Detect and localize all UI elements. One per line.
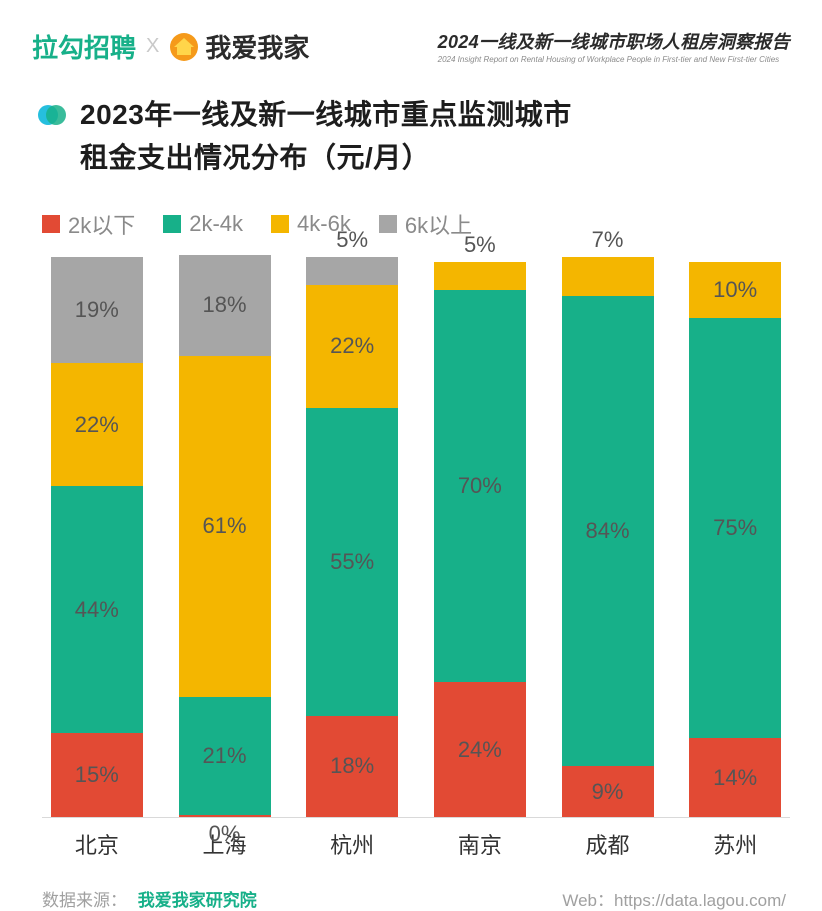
- bar-segment-tk4_6k: 5%: [434, 262, 526, 290]
- bar-segment-below2k: 15%: [51, 733, 143, 817]
- bar-segment-tk2_4k: 75%: [689, 318, 781, 738]
- bar-column: 9% 84% 7%: [559, 257, 657, 817]
- bar-value-label: 9%: [592, 779, 624, 805]
- legend-label: 2k以下: [68, 208, 135, 240]
- x-axis-label: 苏州: [686, 828, 784, 860]
- bar-value-label: 70%: [458, 473, 502, 499]
- bar-column: 24% 70% 5%: [431, 262, 529, 816]
- legend-swatch: [42, 215, 60, 233]
- x-axis-label: 成都: [559, 828, 657, 860]
- data-source-label: 数据来源：: [42, 891, 127, 910]
- header: 拉勾招聘 X 我爱我家 2024一线及新一线城市职场人租房洞察报告 2024 I…: [32, 28, 790, 65]
- bar-segment-tk2_4k: 70%: [434, 290, 526, 682]
- bar-segment-tk4_6k: 10%: [689, 262, 781, 318]
- x-axis-label: 南京: [431, 828, 529, 860]
- brand-separator: X: [146, 35, 159, 58]
- legend-item: 2k以下: [42, 208, 135, 240]
- legend-label: 2k-4k: [189, 211, 243, 237]
- wawj-logo: 我爱我家: [169, 28, 309, 65]
- legend-item: 2k-4k: [163, 211, 243, 237]
- stacked-bar: 9% 84% 7%: [562, 257, 654, 817]
- bar-value-label: 55%: [330, 549, 374, 575]
- bar-segment-tk2_4k: 55%: [306, 408, 398, 716]
- bar-segment-tk4_6k: 61%: [179, 356, 271, 698]
- legend-swatch: [271, 215, 289, 233]
- house-icon: [169, 32, 199, 62]
- lagou-logo-text: 拉勾招聘: [32, 28, 136, 65]
- x-axis-labels: 北京上海杭州南京成都苏州: [42, 818, 790, 860]
- bar-value-label: 0%: [209, 821, 241, 847]
- bar-segment-below2k: 24%: [434, 682, 526, 816]
- wawj-logo-text: 我爱我家: [205, 28, 309, 65]
- stacked-bar: 0% 21% 61% 18%: [179, 255, 271, 817]
- chart: 15% 44% 22% 19% 0% 21% 61% 18% 18% 55% 22% 5% 24% 70%…: [42, 258, 790, 860]
- web-url: https://data.lagou.com/: [614, 891, 786, 910]
- brand-left: 拉勾招聘 X 我爱我家: [32, 28, 309, 65]
- bar-value-label: 24%: [458, 737, 502, 763]
- bar-segment-below2k: 14%: [689, 738, 781, 816]
- bar-segment-above6k: 18%: [179, 255, 271, 356]
- bar-value-label: 84%: [585, 518, 629, 544]
- x-axis-label: 北京: [48, 828, 146, 860]
- legend-swatch: [163, 215, 181, 233]
- bar-segment-tk4_6k: 22%: [306, 285, 398, 408]
- bar-column: 0% 21% 61% 18%: [176, 255, 274, 817]
- bar-value-label: 61%: [202, 513, 246, 539]
- bar-value-label: 10%: [713, 277, 757, 303]
- bar-segment-below2k: 18%: [306, 716, 398, 817]
- data-source-name: 我爱我家研究院: [138, 891, 257, 910]
- bar-column: 14% 75% 10%: [686, 262, 784, 816]
- bar-column: 15% 44% 22% 19%: [48, 257, 146, 817]
- chart-title-line2: 租金支出情况分布（元/月）: [80, 142, 430, 173]
- legend: 2k以下2k-4k4k-6k6k以上: [42, 208, 790, 240]
- data-web: Web：https://data.lagou.com/: [562, 886, 786, 911]
- legend-swatch: [379, 215, 397, 233]
- bar-segment-below2k: 0%: [179, 815, 271, 817]
- x-axis-label: 杭州: [303, 828, 401, 860]
- bar-segment-tk2_4k: 84%: [562, 296, 654, 766]
- bar-value-label: 14%: [713, 765, 757, 791]
- report-title-cn: 2024一线及新一线城市职场人租房洞察报告: [438, 28, 790, 54]
- chart-title-line1: 2023年一线及新一线城市重点监测城市: [80, 99, 572, 130]
- chart-title: 2023年一线及新一线城市重点监测城市 租金支出情况分布（元/月）: [80, 93, 572, 180]
- chart-bars: 15% 44% 22% 19% 0% 21% 61% 18% 18% 55% 22% 5% 24% 70%…: [42, 258, 790, 818]
- bar-value-label: 5%: [336, 227, 368, 253]
- bar-value-label: 22%: [330, 333, 374, 359]
- stacked-bar: 24% 70% 5%: [434, 262, 526, 816]
- footer: 数据来源： 我爱我家研究院 Web：https://data.lagou.com…: [32, 886, 790, 911]
- bar-value-label: 19%: [75, 297, 119, 323]
- web-label: Web：: [562, 891, 614, 910]
- legend-label: 6k以上: [405, 208, 472, 240]
- title-dot-icon: [38, 101, 66, 129]
- report-title-block: 2024一线及新一线城市职场人租房洞察报告 2024 Insight Repor…: [438, 28, 790, 64]
- bar-value-label: 21%: [202, 743, 246, 769]
- bar-segment-tk2_4k: 21%: [179, 697, 271, 815]
- bar-value-label: 22%: [75, 412, 119, 438]
- legend-item: 6k以上: [379, 208, 472, 240]
- bar-segment-below2k: 9%: [562, 766, 654, 816]
- bar-value-label: 18%: [330, 753, 374, 779]
- chart-title-block: 2023年一线及新一线城市重点监测城市 租金支出情况分布（元/月）: [38, 93, 790, 180]
- bar-segment-above6k: 5%: [306, 257, 398, 285]
- bar-segment-tk4_6k: 22%: [51, 363, 143, 486]
- bar-segment-tk2_4k: 44%: [51, 486, 143, 732]
- stacked-bar: 15% 44% 22% 19%: [51, 257, 143, 817]
- bar-value-label: 75%: [713, 515, 757, 541]
- bar-value-label: 5%: [464, 232, 496, 258]
- bar-value-label: 18%: [202, 292, 246, 318]
- bar-value-label: 44%: [75, 597, 119, 623]
- data-source: 数据来源： 我爱我家研究院: [42, 886, 257, 911]
- bar-segment-tk4_6k: 7%: [562, 257, 654, 296]
- bar-segment-above6k: 19%: [51, 257, 143, 363]
- bar-column: 18% 55% 22% 5%: [303, 257, 401, 817]
- stacked-bar: 18% 55% 22% 5%: [306, 257, 398, 817]
- stacked-bar: 14% 75% 10%: [689, 262, 781, 816]
- report-title-en: 2024 Insight Report on Rental Housing of…: [438, 55, 790, 64]
- bar-value-label: 7%: [592, 227, 624, 253]
- bar-value-label: 15%: [75, 762, 119, 788]
